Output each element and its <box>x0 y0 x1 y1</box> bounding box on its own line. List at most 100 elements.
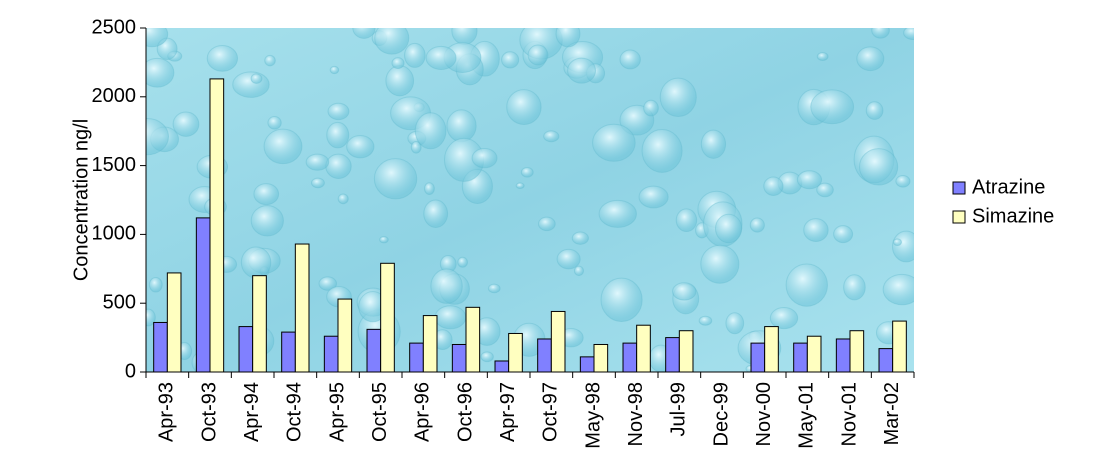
y-tick-label: 1500 <box>92 154 137 176</box>
droplet <box>265 55 276 65</box>
bar <box>893 321 907 372</box>
droplet <box>797 171 821 189</box>
droplet <box>556 21 580 47</box>
droplet <box>844 275 866 300</box>
droplet <box>481 352 493 362</box>
x-tick-label: Nov-98 <box>625 382 647 446</box>
droplet <box>601 278 642 321</box>
x-tick-label: Apr-96 <box>412 382 434 442</box>
x-tick-label: Oct-93 <box>198 382 220 442</box>
droplet <box>353 18 375 39</box>
droplet <box>241 247 270 278</box>
x-tick-label: Mar-02 <box>881 382 903 445</box>
droplet <box>639 186 668 208</box>
droplet <box>233 72 269 98</box>
droplet <box>673 283 696 300</box>
droplet <box>452 17 477 44</box>
x-tick-label: May-98 <box>582 382 604 449</box>
bar <box>154 322 168 372</box>
x-tick-label: Dec-99 <box>710 382 732 446</box>
droplet <box>424 183 434 195</box>
droplet <box>817 53 828 61</box>
droplet <box>538 217 555 231</box>
x-tick-label: Oct-96 <box>454 382 476 442</box>
x-tick-label: Apr-95 <box>326 382 348 442</box>
bar <box>538 339 552 372</box>
droplet <box>207 45 237 71</box>
droplet <box>149 278 162 293</box>
x-tick-label: Nov-00 <box>753 382 775 446</box>
droplet <box>893 239 901 246</box>
droplet <box>507 90 541 125</box>
droplet <box>715 214 741 242</box>
droplet <box>326 154 351 178</box>
droplet <box>770 308 797 329</box>
droplet <box>872 23 890 38</box>
y-tick-label: 500 <box>103 291 136 313</box>
bar <box>509 333 523 372</box>
bar <box>807 336 821 372</box>
droplet <box>502 52 519 68</box>
droplet <box>380 237 389 243</box>
droplet <box>660 78 696 116</box>
bar <box>679 331 693 372</box>
droplet <box>251 74 262 83</box>
droplet <box>750 218 764 232</box>
droplet <box>386 66 414 96</box>
droplet <box>516 183 524 189</box>
x-tick-label: Apr-94 <box>241 382 263 442</box>
x-tick-label: Apr-93 <box>156 382 178 442</box>
droplet <box>557 249 580 268</box>
droplet <box>834 226 853 243</box>
droplet <box>424 200 448 227</box>
bar <box>167 273 181 372</box>
bar <box>751 343 765 372</box>
droplet <box>254 184 279 205</box>
droplet <box>699 316 712 325</box>
droplet <box>786 264 827 306</box>
bar <box>253 276 267 372</box>
bar <box>324 336 338 372</box>
droplet <box>804 219 828 242</box>
droplet <box>327 122 349 148</box>
bar <box>594 344 608 372</box>
bar <box>381 263 395 372</box>
droplet <box>472 148 497 167</box>
droplet <box>620 50 640 69</box>
droplet <box>405 43 426 67</box>
droplet <box>431 269 462 303</box>
droplet <box>264 129 302 163</box>
droplet <box>173 112 199 136</box>
droplet <box>528 45 548 65</box>
x-tick-label: Oct-94 <box>284 382 306 442</box>
droplet <box>866 102 883 120</box>
y-tick-label: 0 <box>125 360 136 382</box>
droplet <box>892 231 920 262</box>
bar <box>836 339 850 372</box>
bar <box>794 343 808 372</box>
bar <box>551 311 565 372</box>
bar <box>850 331 864 372</box>
droplet <box>136 22 168 47</box>
droplet <box>726 313 744 334</box>
y-tick-label: 2500 <box>92 16 137 38</box>
y-tick-label: 2000 <box>92 85 137 107</box>
droplet <box>764 177 783 195</box>
legend-swatch <box>953 211 965 223</box>
droplet <box>883 274 921 304</box>
droplet <box>568 58 596 83</box>
bar <box>666 338 680 372</box>
droplet <box>374 159 416 199</box>
y-axis-label: Concentration ng/l <box>70 119 92 281</box>
droplet <box>328 103 349 119</box>
bar <box>495 361 509 372</box>
bar <box>410 343 424 372</box>
legend-label: Simazine <box>972 205 1054 227</box>
bar <box>452 344 466 372</box>
droplet <box>521 167 533 177</box>
droplet <box>574 266 583 275</box>
droplet <box>701 130 725 158</box>
bar <box>282 332 296 372</box>
droplet <box>572 232 588 244</box>
x-tick-label: May-01 <box>796 382 818 449</box>
